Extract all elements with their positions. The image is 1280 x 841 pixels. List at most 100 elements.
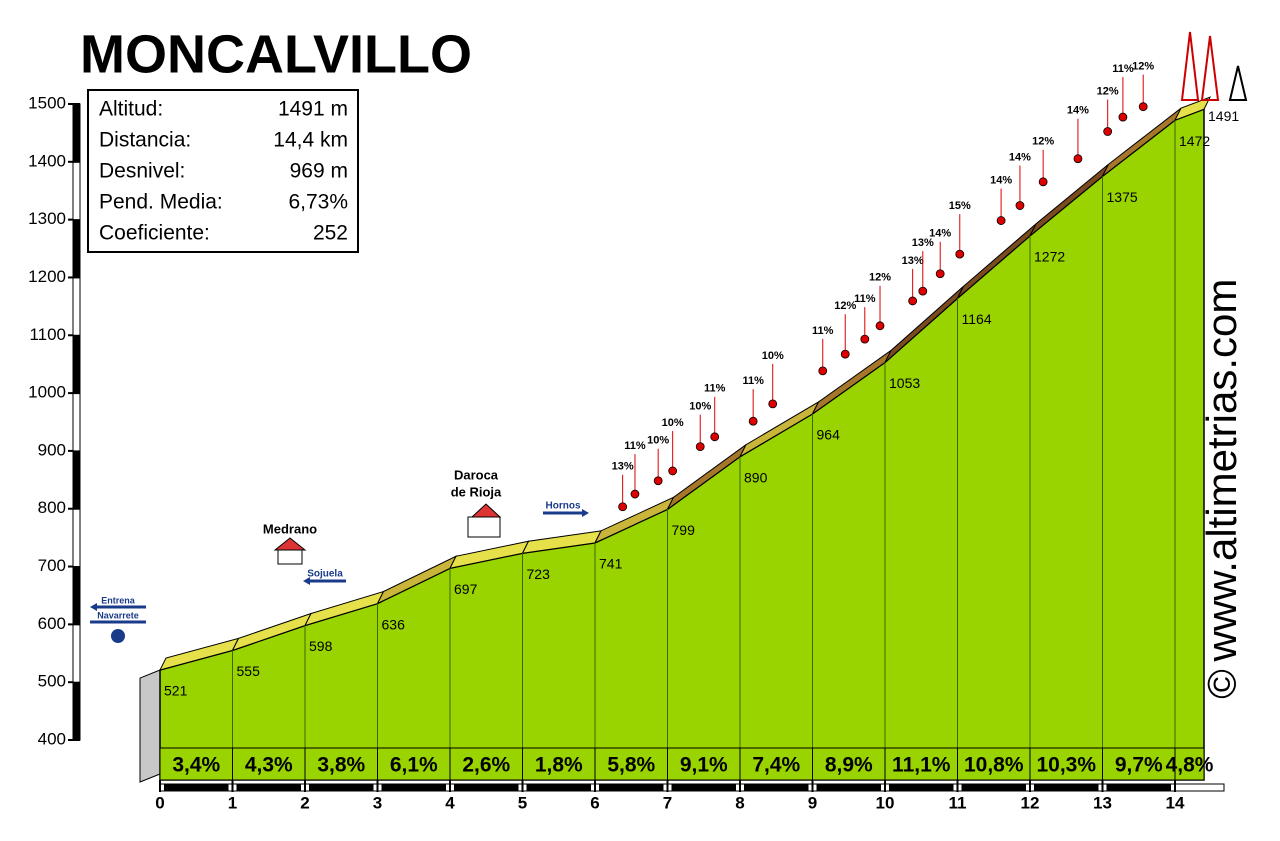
annotation-label: 13%: [902, 255, 924, 267]
x-tick-label: 8: [735, 793, 744, 812]
annotation-label: 14%: [990, 174, 1012, 186]
y-tick-label: 600: [38, 614, 66, 633]
grade-box: [232, 747, 306, 781]
grade-point: [1118, 112, 1128, 122]
y-tick-label: 1200: [28, 267, 66, 286]
y-axis-band: [72, 103, 81, 163]
annotation-label: 10%: [762, 350, 784, 362]
annotation-label: 15%: [949, 200, 971, 212]
annotation-label: 10%: [689, 401, 711, 413]
grade-point: [955, 249, 965, 259]
stat-label: Desnivel:: [99, 160, 185, 183]
stats: Altitud: 1491 m Distancia: 14,4 km Desnivel:…: [99, 98, 348, 245]
grade-label: 2,6%: [462, 754, 510, 777]
copyright: ©: [1201, 669, 1245, 698]
grade-box: [449, 747, 523, 781]
house-icon: [470, 503, 502, 518]
x-tick-label: 3: [373, 793, 382, 812]
grade-box: [1102, 747, 1176, 781]
grade-label: 7,4%: [752, 754, 800, 777]
y-tick-label: 1100: [29, 325, 66, 344]
annotation-label: 11%: [742, 375, 764, 387]
tower-icon: [1200, 35, 1220, 101]
grade-label: 9,1%: [680, 754, 728, 777]
grade-label: 10,8%: [964, 754, 1024, 777]
grade-point: [768, 399, 778, 409]
x-tick-label: 4: [445, 793, 455, 812]
x-tick-label: 11: [949, 793, 967, 812]
grade-box: [159, 747, 233, 781]
altitude-label: 521: [164, 683, 188, 699]
grade-point: [710, 432, 720, 442]
grade-label: 1,8%: [535, 754, 583, 777]
place-label: Daroca: [454, 467, 499, 482]
place-label: Entrena: [101, 595, 136, 605]
grade-box: [739, 747, 813, 781]
y-axis-band: [72, 161, 81, 221]
grade-label: 4,3%: [245, 754, 293, 777]
altitude-label: 697: [454, 581, 478, 597]
altitude-label: 1375: [1107, 189, 1138, 205]
x-tick-label: 6: [590, 793, 599, 812]
watermark: www.altimetrias.com: [1198, 279, 1245, 663]
grade-box: [594, 747, 668, 781]
annotation-label: 14%: [929, 228, 951, 240]
stat-value: 252: [313, 222, 348, 245]
stat-value: 14,4 km: [273, 129, 348, 152]
altitude-label: 598: [309, 638, 333, 654]
grade-label: 3,8%: [317, 754, 365, 777]
y-axis-band: [72, 276, 81, 336]
stat-label: Pend. Media:: [99, 191, 223, 214]
annotation-label: 14%: [1009, 151, 1031, 163]
grade-label: 4,8%: [1166, 754, 1214, 777]
y-tick-label: 800: [38, 498, 66, 517]
grade-box: [377, 747, 451, 781]
grade-point: [860, 334, 870, 344]
direction-arrow: [303, 577, 310, 585]
grade-point: [996, 216, 1006, 225]
x-tick-label: 9: [808, 793, 817, 812]
place-label: de Rioja: [451, 484, 502, 499]
annotation-label: 12%: [1032, 136, 1054, 148]
annotation-label: 12%: [869, 272, 891, 284]
x-axis-band: [236, 784, 301, 791]
x-axis-band: [671, 784, 736, 791]
grade-label: 10,3%: [1036, 754, 1096, 777]
annotation-label: 13%: [912, 237, 934, 249]
grade-point: [1038, 177, 1048, 187]
profile-top: [1173, 96, 1212, 122]
y-tick-label: 900: [38, 440, 66, 459]
stat-label: Distancia:: [99, 129, 191, 152]
grade-label: 5,8%: [607, 754, 655, 777]
grade-point: [935, 269, 945, 279]
tower-icon: [1180, 31, 1200, 101]
y-tick-label: 1500: [28, 93, 66, 112]
annotation-label: 11%: [704, 383, 726, 395]
grade-point: [875, 321, 885, 331]
altitude-label: 964: [817, 427, 841, 443]
grade-point: [618, 502, 628, 512]
x-axis-band: [744, 784, 809, 791]
grade-point: [695, 442, 705, 452]
place-label: Sojuela: [307, 569, 343, 580]
annotation-label: 14%: [1067, 105, 1089, 117]
tower-icon: [1228, 65, 1248, 101]
x-axis-band: [454, 784, 519, 791]
grade-point: [840, 349, 850, 359]
grade-point: [818, 366, 828, 376]
profile-side: [139, 669, 161, 783]
grade-box: [304, 747, 378, 781]
annotation-label: 10%: [647, 435, 669, 447]
grade-point: [1073, 154, 1083, 164]
x-tick-label: 10: [876, 793, 895, 812]
annotation-label: 13%: [612, 461, 634, 473]
place-label: Medrano: [263, 521, 317, 536]
altitude-label: 1053: [889, 375, 920, 391]
x-axis-band: [381, 784, 446, 791]
y-axis-band: [72, 508, 81, 568]
x-axis-band: [1106, 784, 1171, 791]
altitude-label: 1472: [1179, 133, 1210, 149]
annotation-label: 12%: [834, 300, 856, 312]
y-tick-label: 500: [38, 672, 66, 691]
